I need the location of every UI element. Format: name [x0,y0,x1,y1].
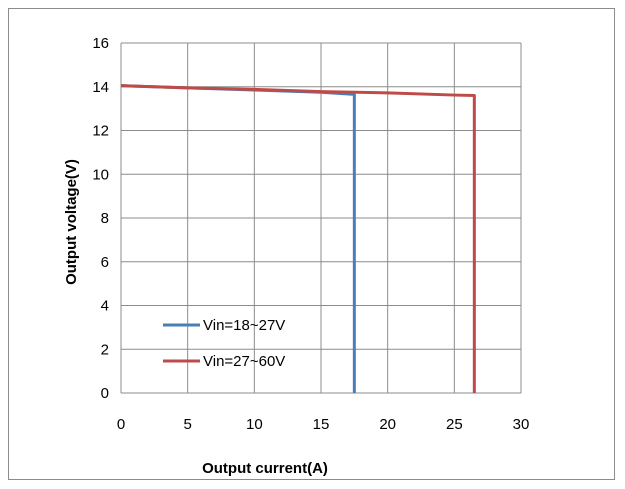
x-tick-label: 10 [246,416,263,433]
y-tick-label: 10 [92,166,109,183]
series-lines [120,84,476,393]
x-axis-label: Output current(A) [202,460,328,477]
x-tick-label: 5 [183,416,191,433]
legend-label-2: Vin=27~60V [203,353,285,370]
series-line-2 [120,84,476,393]
x-tick-label: 0 [117,416,125,433]
x-tick-label: 30 [513,416,530,433]
y-tick-label: 0 [101,385,109,402]
x-tick-label: 20 [379,416,396,433]
x-tick-label: 25 [446,416,463,433]
y-axis-label: Output voltage(V) [63,159,80,285]
x-tick-label: 15 [313,416,330,433]
y-tick-label: 6 [101,254,109,271]
y-tick-label: 12 [92,123,109,140]
chart-frame: 0 5 10 15 20 25 30 0 2 4 6 8 10 12 14 16 Vin=18~27V Vin… [8,8,615,480]
y-tick-label: 2 [101,341,109,358]
y-tick-label: 14 [92,79,109,96]
y-tick-label: 4 [101,298,109,315]
y-tick-labels: 0 2 4 6 8 10 12 14 16 [92,35,109,402]
legend-label-1: Vin=18~27V [203,317,285,334]
y-tick-label: 8 [101,210,109,227]
y-tick-label: 16 [92,35,109,52]
grid-lines [120,42,522,394]
series-line-1 [120,84,356,393]
x-tick-labels: 0 5 10 15 20 25 30 [117,416,530,433]
legend: Vin=18~27V Vin=27~60V [163,317,285,370]
